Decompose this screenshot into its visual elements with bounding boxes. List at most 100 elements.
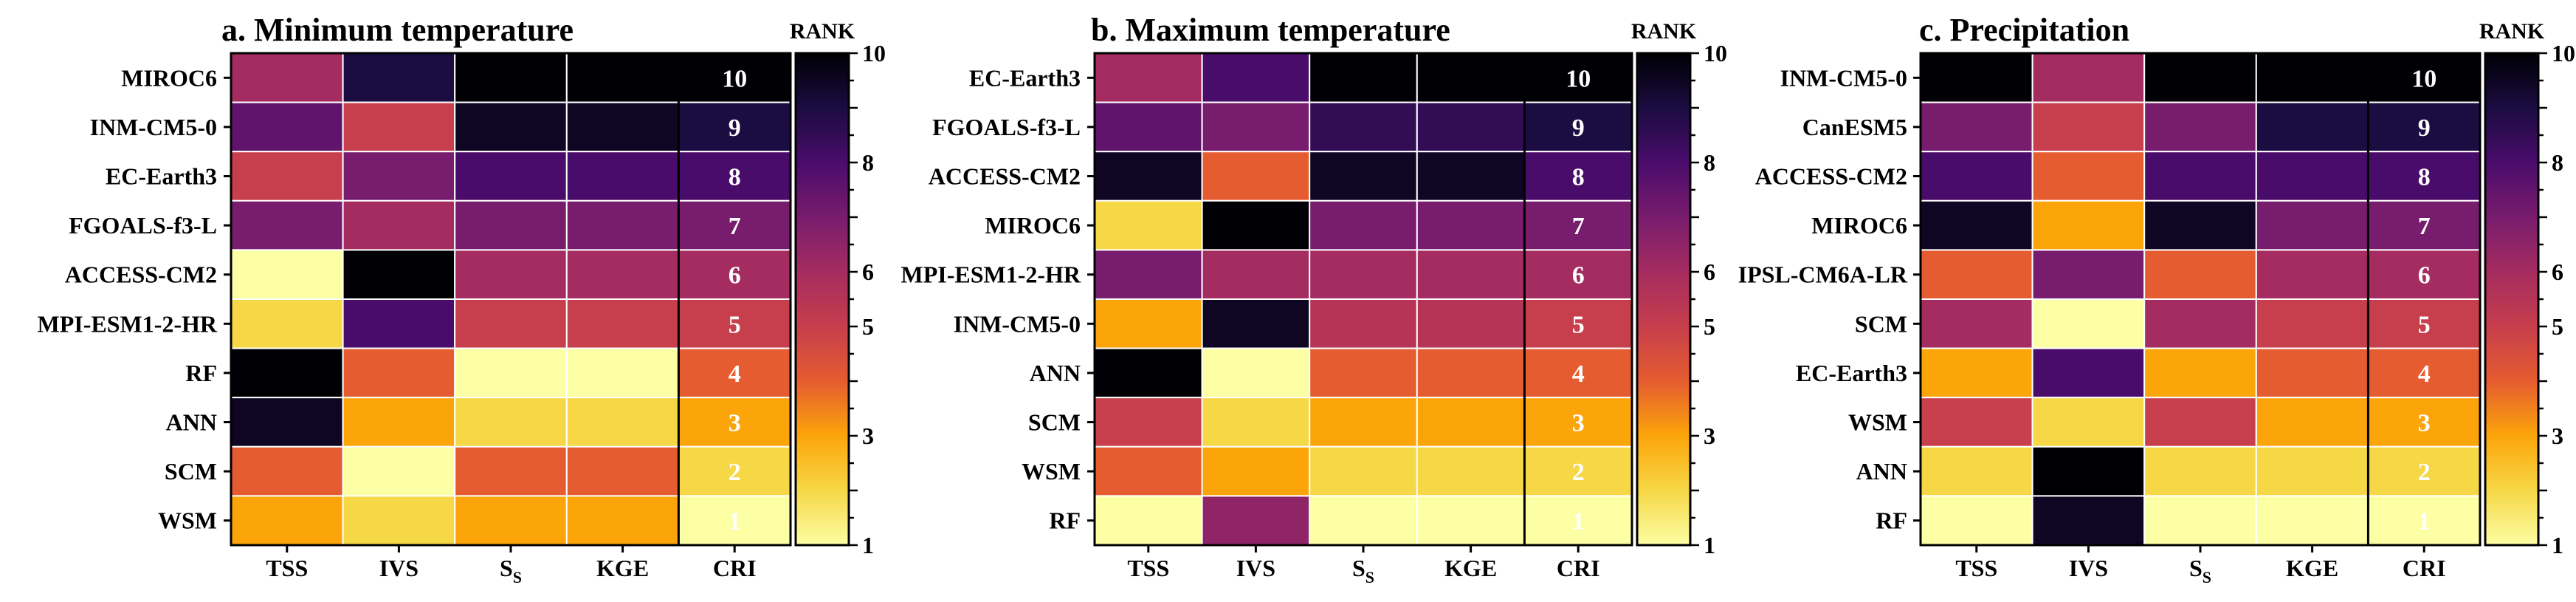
heatmap-cell: [2143, 397, 2257, 448]
heatmap-cell: [2143, 151, 2257, 202]
panel-title: b. Maximum temperature: [1091, 12, 1450, 48]
colorbar-tick-label: 3: [1704, 423, 1715, 449]
heatmap-cell: [1094, 52, 1203, 103]
column-label: KGE: [2286, 555, 2338, 581]
heatmap-cell: [1309, 151, 1418, 202]
heatmap-cell: [2031, 397, 2146, 448]
heatmap-cell: [678, 495, 792, 547]
cri-label: 2: [729, 459, 741, 486]
heatmap-cell: [454, 298, 568, 349]
heatmap-cell: [678, 52, 792, 103]
column-label: KGE: [1444, 555, 1497, 581]
heatmap-cell: [2143, 52, 2257, 103]
heatmap-cell: [342, 151, 456, 202]
column-label: CRI: [713, 555, 757, 581]
colorbar-tick-label: 3: [2552, 423, 2563, 449]
colorbar-tick-label: 5: [2552, 313, 2563, 340]
heatmap-cell: [1920, 495, 2033, 547]
row-label: EC-Earth3: [969, 64, 1081, 91]
heatmap-cell: [454, 151, 568, 202]
heatmap-cell: [1201, 199, 1311, 251]
heatmap-cell: [1416, 52, 1526, 103]
column-label: IVS: [379, 555, 419, 581]
panel-2: b. Maximum temperature RANK 10 9 8 7 6 5 4 3 2 1 EC-…: [900, 12, 1727, 586]
heatmap-cell: [2255, 298, 2369, 349]
heatmap-cell: [342, 445, 456, 497]
heatmap-cell: [1523, 298, 1633, 349]
heatmap-cell: [2031, 52, 2146, 103]
heatmap-cell: [230, 52, 344, 103]
heatmap-cell: [2143, 347, 2257, 399]
cri-label: 9: [1572, 114, 1585, 142]
heatmap-cell: [2031, 298, 2146, 349]
heatmap-cell: [1523, 199, 1633, 251]
row-label: INM-CM5-0: [90, 114, 217, 140]
column-label-subscript: S: [513, 568, 522, 586]
row-label: INM-CM5-0: [1780, 64, 1907, 91]
cri-label: 5: [2418, 311, 2431, 338]
row-label: MIROC6: [985, 212, 1081, 239]
cri-label: 7: [729, 213, 741, 240]
column-label: CRI: [2403, 555, 2446, 581]
cri-label: 8: [2418, 164, 2431, 191]
cri-label: 4: [2418, 360, 2431, 388]
heatmap-cell: [454, 249, 568, 300]
heatmap-cell: [1416, 249, 1526, 300]
heatmap-cell: [565, 151, 680, 202]
colorbar-tick-label: 6: [2552, 259, 2563, 285]
heatmap-cell: [2255, 397, 2369, 448]
heatmap-cell: [1094, 151, 1203, 202]
heatmap-cell: [1094, 298, 1203, 349]
cri-label: 6: [2418, 262, 2431, 290]
heatmap-cell: [1309, 298, 1418, 349]
heatmap-cell: [1201, 347, 1311, 399]
heatmap-cell: [2255, 347, 2369, 399]
row-label: ACCESS-CM2: [929, 163, 1081, 190]
cri-label: 8: [729, 164, 741, 191]
heatmap-cell: [2367, 249, 2481, 300]
heatmap-cell: [565, 199, 680, 251]
cri-label: 10: [722, 65, 747, 92]
cri-label: 5: [729, 311, 741, 338]
heatmap-cell: [1309, 199, 1418, 251]
rank-label: RANK: [790, 19, 855, 44]
cri-label: 3: [1572, 410, 1585, 437]
colorbar-tick-label: 6: [862, 259, 874, 285]
row-label: SCM: [1855, 310, 1907, 337]
colorbar: [2484, 52, 2540, 547]
row-label: ANN: [1030, 360, 1081, 386]
heatmap-cell: [2255, 495, 2369, 547]
heatmap-cell: [454, 52, 568, 103]
cri-label: 2: [2418, 459, 2431, 486]
heatmap-cell: [230, 445, 344, 497]
heatmap-cell: [565, 445, 680, 497]
heatmap-cell: [342, 52, 456, 103]
colorbar-tick-label: 3: [862, 423, 874, 449]
cri-label: 2: [1572, 459, 1585, 486]
row-label: WSM: [1848, 409, 1907, 436]
heatmap-cell: [342, 397, 456, 448]
heatmap-cell: [230, 151, 344, 202]
heatmap-cell: [2255, 199, 2369, 251]
row-label: EC-Earth3: [106, 163, 217, 190]
heatmap-cell: [342, 298, 456, 349]
column-label: TSS: [266, 555, 308, 581]
heatmap-cell: [1201, 151, 1311, 202]
heatmap-cell: [1094, 397, 1203, 448]
cri-label: 9: [2418, 114, 2431, 142]
row-label: RF: [185, 360, 217, 386]
row-label: ACCESS-CM2: [1755, 163, 1907, 190]
heatmap-cell: [454, 347, 568, 399]
row-label: SCM: [165, 458, 217, 485]
heatmap-cell: [1309, 347, 1418, 399]
row-label: ACCESS-CM2: [65, 261, 217, 288]
heatmap-cell: [1094, 249, 1203, 300]
cri-label: 1: [2418, 508, 2431, 536]
cri-label: 3: [2418, 410, 2431, 437]
heatmap-cell: [1416, 347, 1526, 399]
heatmap-cell: [1920, 101, 2033, 153]
column-label-subscript: S: [2203, 568, 2211, 586]
heatmap-cell: [2367, 445, 2481, 497]
cri-label: 10: [1566, 65, 1591, 92]
heatmap-cell: [2143, 249, 2257, 300]
